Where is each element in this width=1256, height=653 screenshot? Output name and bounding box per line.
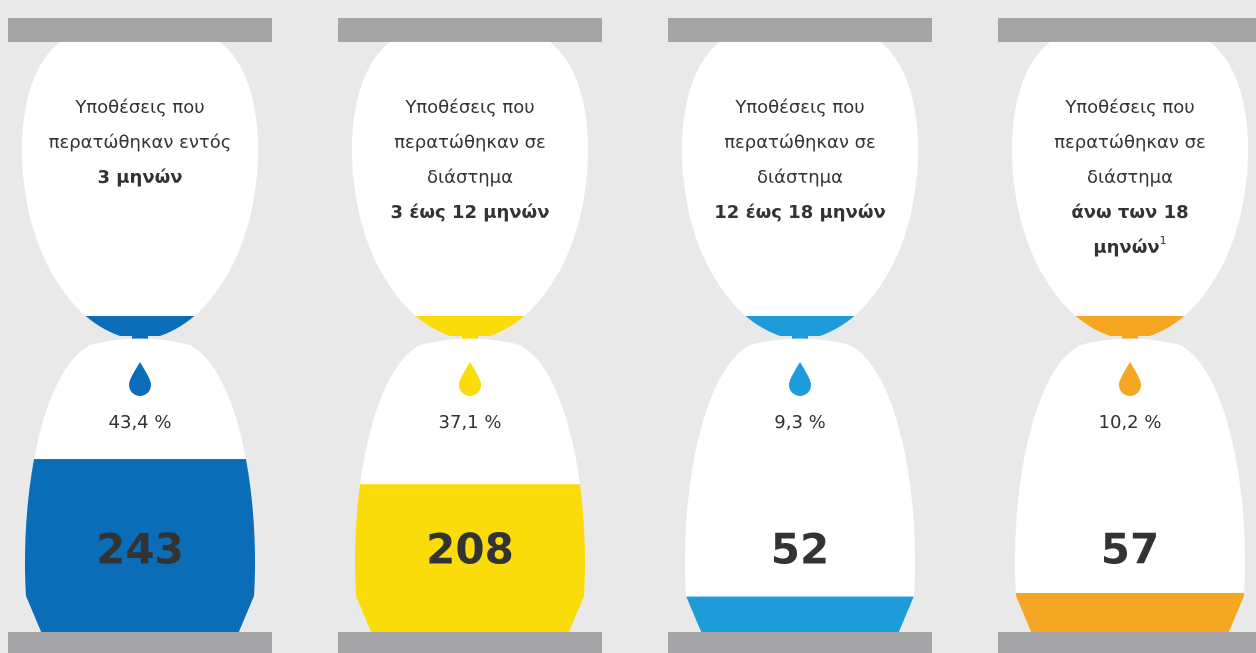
top-bar [998,18,1256,42]
lower-bulb [1014,338,1246,634]
label-line: διάστημα [757,167,843,188]
count: 243 [96,525,184,574]
label-bold-text: μηνών [1093,237,1159,258]
label-line: περατώθηκαν σε [394,132,546,153]
upper-band [681,316,919,336]
label-line: Υποθέσεις που [404,97,534,118]
percent: 9,3 % [774,412,825,433]
label-line: διάστημα [1087,167,1173,188]
top-bar [668,18,932,42]
label-bold: 12 έως 18 μηνών [714,202,885,223]
label-line: διάστημα [427,167,513,188]
top-bar [338,18,602,42]
upper-band [351,316,589,336]
bottom-bar [668,632,932,653]
top-bar [8,18,272,42]
bottom-bar [8,632,272,653]
label-line: Υποθέσεις που [734,97,864,118]
upper-bulb [351,42,589,336]
label-bold: άνω των 18 [1071,202,1188,223]
upper-band [21,316,259,336]
hourglass: Υποθέσεις που περατώθηκαν σε διάστημα άνω τ… [998,18,1256,653]
percent: 37,1 % [439,412,502,433]
bottom-bar [338,632,602,653]
label-line: περατώθηκαν σε [724,132,876,153]
upper-bulb [1011,42,1249,336]
drop [789,362,811,396]
label-bold-text: 3 έως 12 μηνών [391,202,550,223]
percent: 10,2 % [1099,412,1162,433]
label-bold-text: 12 έως 18 μηνών [714,202,885,223]
upper-bulb [21,42,259,336]
fill-level [1014,592,1246,634]
fill-level [24,459,256,634]
label-line: Υποθέσεις που [74,97,204,118]
lower-bulb [684,338,916,634]
drop [1119,362,1141,396]
label-line: Υποθέσεις που [1064,97,1194,118]
count: 208 [426,525,514,574]
label-bold-text: 3 μηνών [97,167,182,188]
footnote-mark: 1 [1160,234,1167,247]
bottom-bar [998,632,1256,653]
percent: 43,4 % [109,412,172,433]
upper-bulb [681,42,919,336]
label-bold: μηνών1 [1093,234,1166,258]
label-bold-text: άνω των 18 [1071,202,1188,223]
label-bold: 3 μηνών [97,167,182,188]
count: 57 [1101,525,1159,574]
hourglass: Υποθέσεις που περατώθηκαν εντός 3 μηνών 43,… [8,18,272,653]
drop [129,362,151,396]
label-line: περατώθηκαν εντός [49,132,232,153]
fill-level [684,596,916,634]
drop [459,362,481,396]
label-bold: 3 έως 12 μηνών [391,202,550,223]
count: 52 [771,525,829,574]
hourglass: Υποθέσεις που περατώθηκαν σε διάστημα 3 έως… [338,18,602,653]
fill-level [354,484,586,634]
hourglass: Υποθέσεις που περατώθηκαν σε διάστημα 12 έω… [668,18,932,653]
upper-band [1011,316,1249,336]
label-line: περατώθηκαν σε [1054,132,1206,153]
